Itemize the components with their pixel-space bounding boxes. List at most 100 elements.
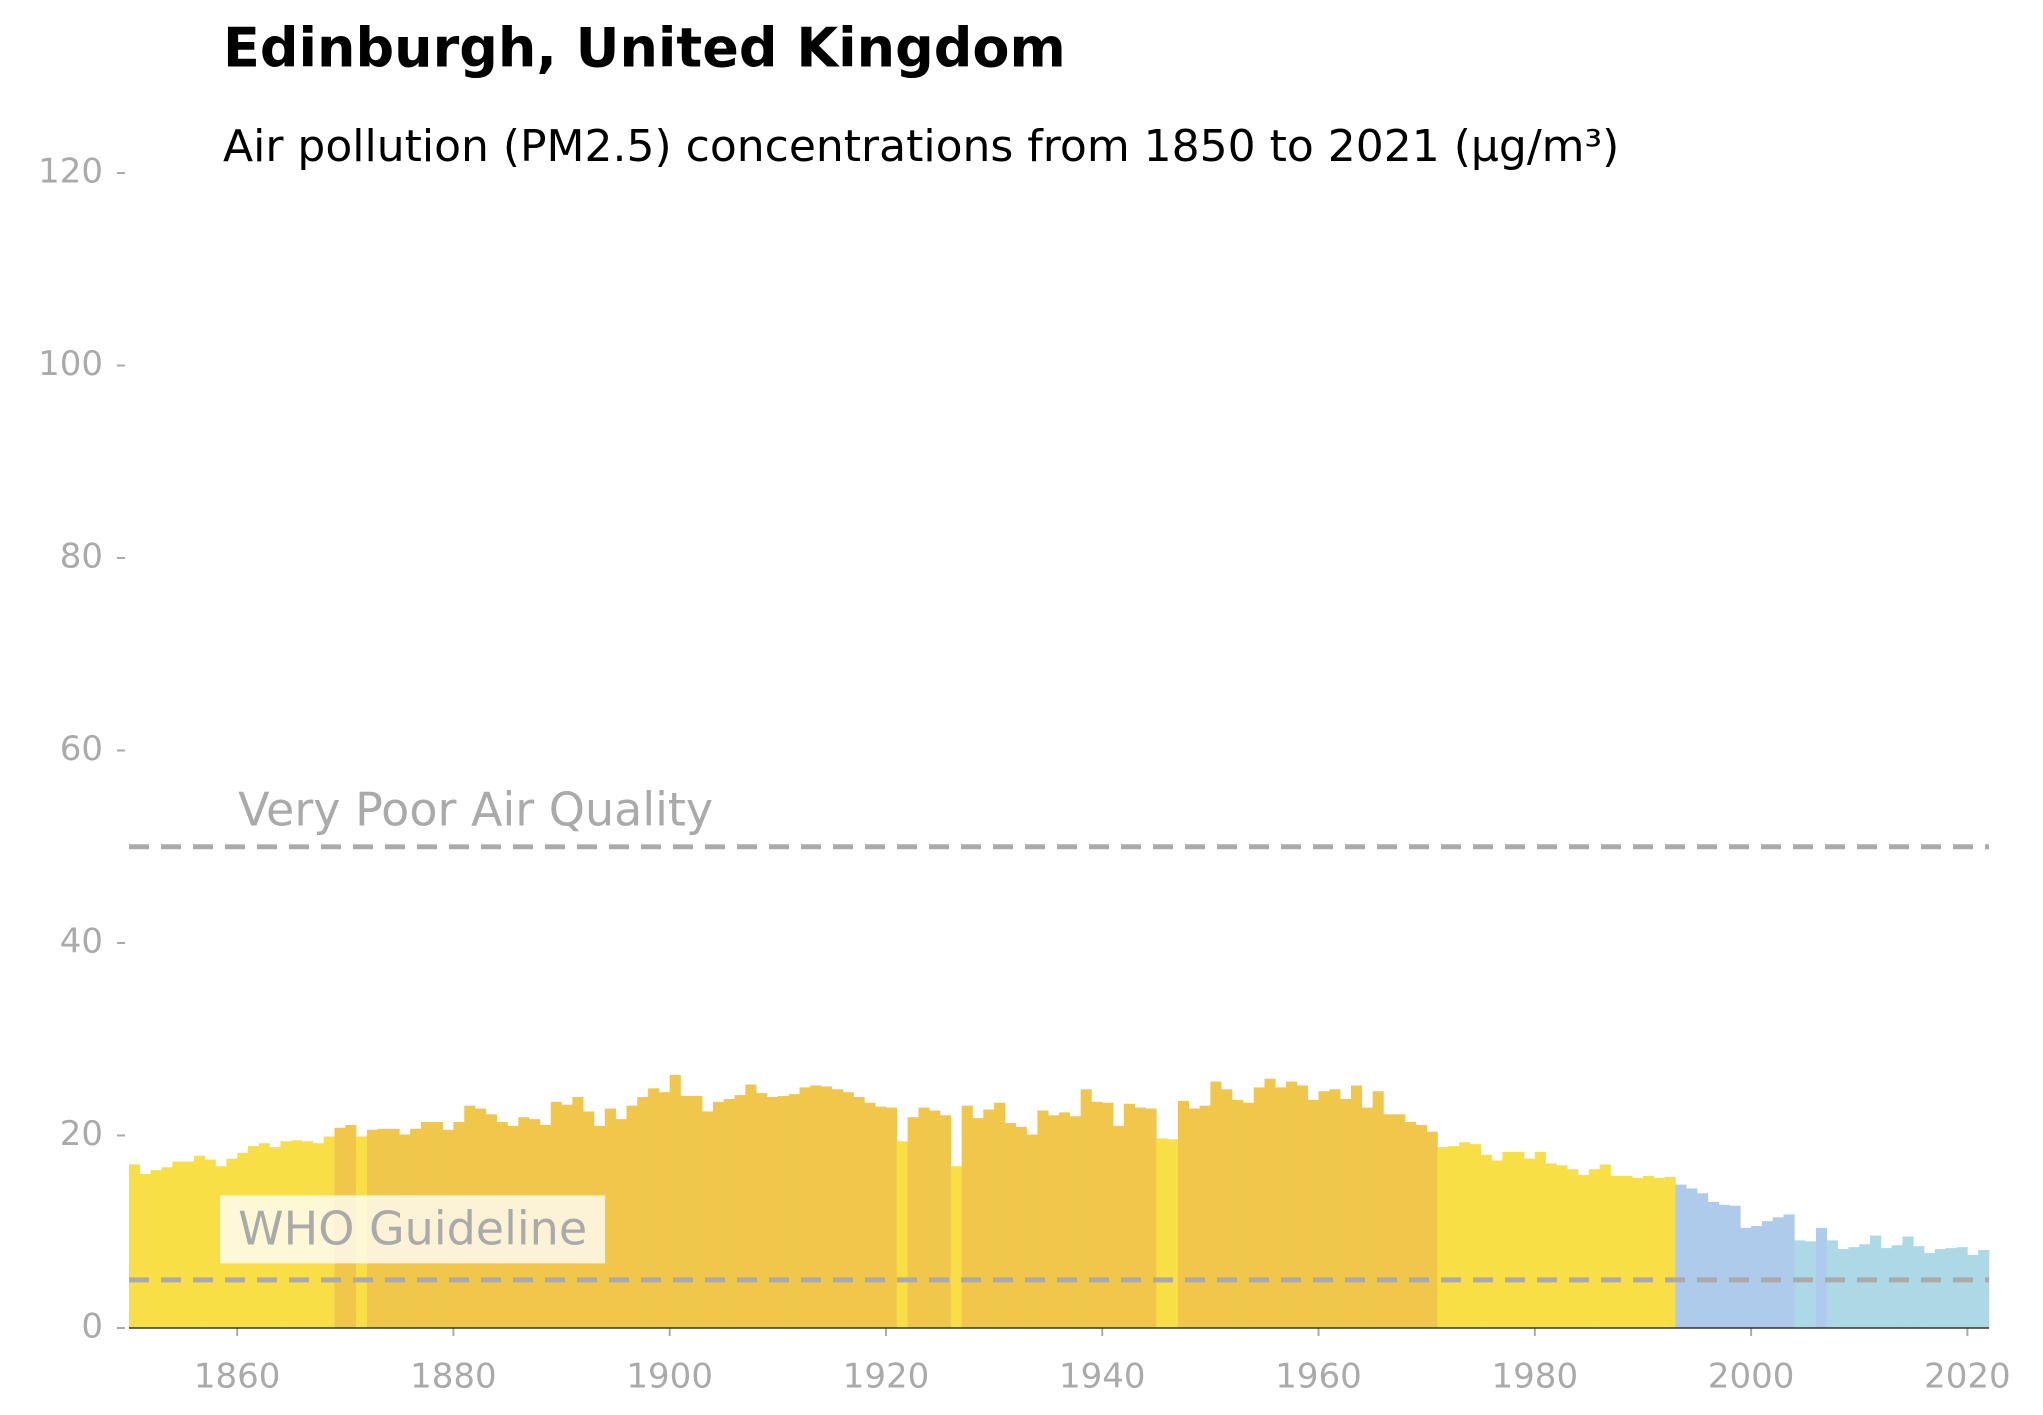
bar <box>1059 1112 1071 1328</box>
bar <box>810 1085 822 1328</box>
bar <box>1004 1122 1017 1328</box>
bar <box>637 1097 649 1328</box>
bar <box>626 1105 638 1328</box>
bar <box>1437 1147 1449 1328</box>
bar <box>1761 1221 1774 1328</box>
y-tick-label: 80 <box>60 537 103 577</box>
bar <box>1469 1144 1482 1328</box>
bar <box>1372 1091 1384 1328</box>
y-tick-label: 60 <box>60 729 103 769</box>
bar <box>183 1161 195 1328</box>
bar <box>648 1088 660 1328</box>
bar <box>1772 1217 1784 1328</box>
bar <box>1113 1125 1125 1328</box>
bar <box>1848 1247 1860 1328</box>
bar <box>1913 1246 1925 1328</box>
bar <box>972 1118 984 1328</box>
reference-label: WHO Guideline <box>238 1201 587 1255</box>
bar <box>842 1092 854 1328</box>
bar <box>1253 1087 1265 1328</box>
bar <box>1296 1085 1309 1328</box>
bar <box>1188 1108 1200 1328</box>
bar <box>1350 1085 1363 1328</box>
bar <box>983 1109 995 1328</box>
bar <box>1134 1107 1146 1328</box>
bar <box>1794 1240 1806 1328</box>
bar <box>907 1117 919 1328</box>
bar <box>1232 1099 1244 1328</box>
bar <box>1177 1100 1190 1328</box>
bar <box>1080 1089 1092 1328</box>
bar <box>756 1093 768 1328</box>
bar <box>1221 1089 1233 1328</box>
bar <box>1945 1248 1957 1328</box>
bar <box>1642 1175 1655 1328</box>
bar <box>1015 1126 1027 1328</box>
bar <box>1556 1165 1568 1328</box>
bar <box>712 1101 725 1328</box>
bar <box>1286 1081 1298 1328</box>
bar <box>1329 1089 1341 1328</box>
bar <box>615 1119 627 1328</box>
bar <box>1156 1138 1168 1328</box>
bar <box>1805 1241 1817 1328</box>
bar <box>1394 1114 1406 1328</box>
bar <box>1415 1124 1427 1328</box>
bar <box>691 1096 703 1328</box>
bar <box>1524 1158 1536 1328</box>
bar <box>1307 1099 1319 1328</box>
bar <box>1513 1151 1525 1328</box>
bar <box>831 1089 844 1328</box>
x-tick-label: 1900 <box>626 1357 713 1397</box>
x-tick-label: 1980 <box>1492 1357 1579 1397</box>
chart-subtitle: Air pollution (PM2.5) concentrations fro… <box>223 121 1619 172</box>
bar <box>1686 1188 1698 1328</box>
bar <box>1859 1244 1871 1328</box>
chart-title: Edinburgh, United Kingdom <box>223 17 1066 80</box>
x-tick-label: 2000 <box>1708 1357 1795 1397</box>
y-tick-label: 120 <box>38 152 103 192</box>
bar <box>777 1096 789 1328</box>
y-tick-label: 100 <box>38 344 103 384</box>
bar <box>1978 1250 1990 1328</box>
x-tick-label: 1940 <box>1059 1357 1146 1397</box>
bar <box>1242 1102 1254 1328</box>
bar <box>734 1095 746 1328</box>
bar <box>1718 1204 1730 1328</box>
bar <box>875 1106 887 1328</box>
bar <box>1545 1163 1557 1328</box>
x-tick-label: 1880 <box>410 1357 497 1397</box>
bar <box>139 1174 151 1328</box>
bar <box>1675 1184 1687 1328</box>
bar <box>1729 1205 1741 1328</box>
bar <box>1037 1110 1049 1328</box>
bar <box>129 1164 141 1328</box>
bar <box>1567 1169 1579 1328</box>
label-box <box>220 776 732 845</box>
bar <box>1145 1108 1157 1328</box>
bar <box>1578 1174 1590 1328</box>
bar <box>853 1097 865 1328</box>
reference-label: Very Poor Air Quality <box>238 782 713 836</box>
bar <box>1815 1227 1828 1328</box>
bar <box>994 1102 1006 1328</box>
bar <box>1275 1087 1287 1328</box>
bar <box>1210 1081 1222 1328</box>
bar <box>702 1111 714 1328</box>
bar <box>1751 1225 1763 1328</box>
bar <box>150 1170 162 1328</box>
bar <box>1383 1114 1395 1328</box>
bar <box>204 1159 216 1328</box>
bar <box>1534 1151 1546 1328</box>
bar <box>1956 1247 1968 1328</box>
label-box <box>220 1195 606 1264</box>
bar <box>1361 1107 1373 1328</box>
bar <box>1123 1103 1135 1328</box>
x-tick-label: 2020 <box>1924 1357 2011 1397</box>
bar <box>896 1141 908 1328</box>
bar <box>1091 1101 1103 1328</box>
bar <box>1664 1176 1676 1328</box>
bar <box>161 1167 173 1328</box>
bar <box>1632 1177 1644 1328</box>
